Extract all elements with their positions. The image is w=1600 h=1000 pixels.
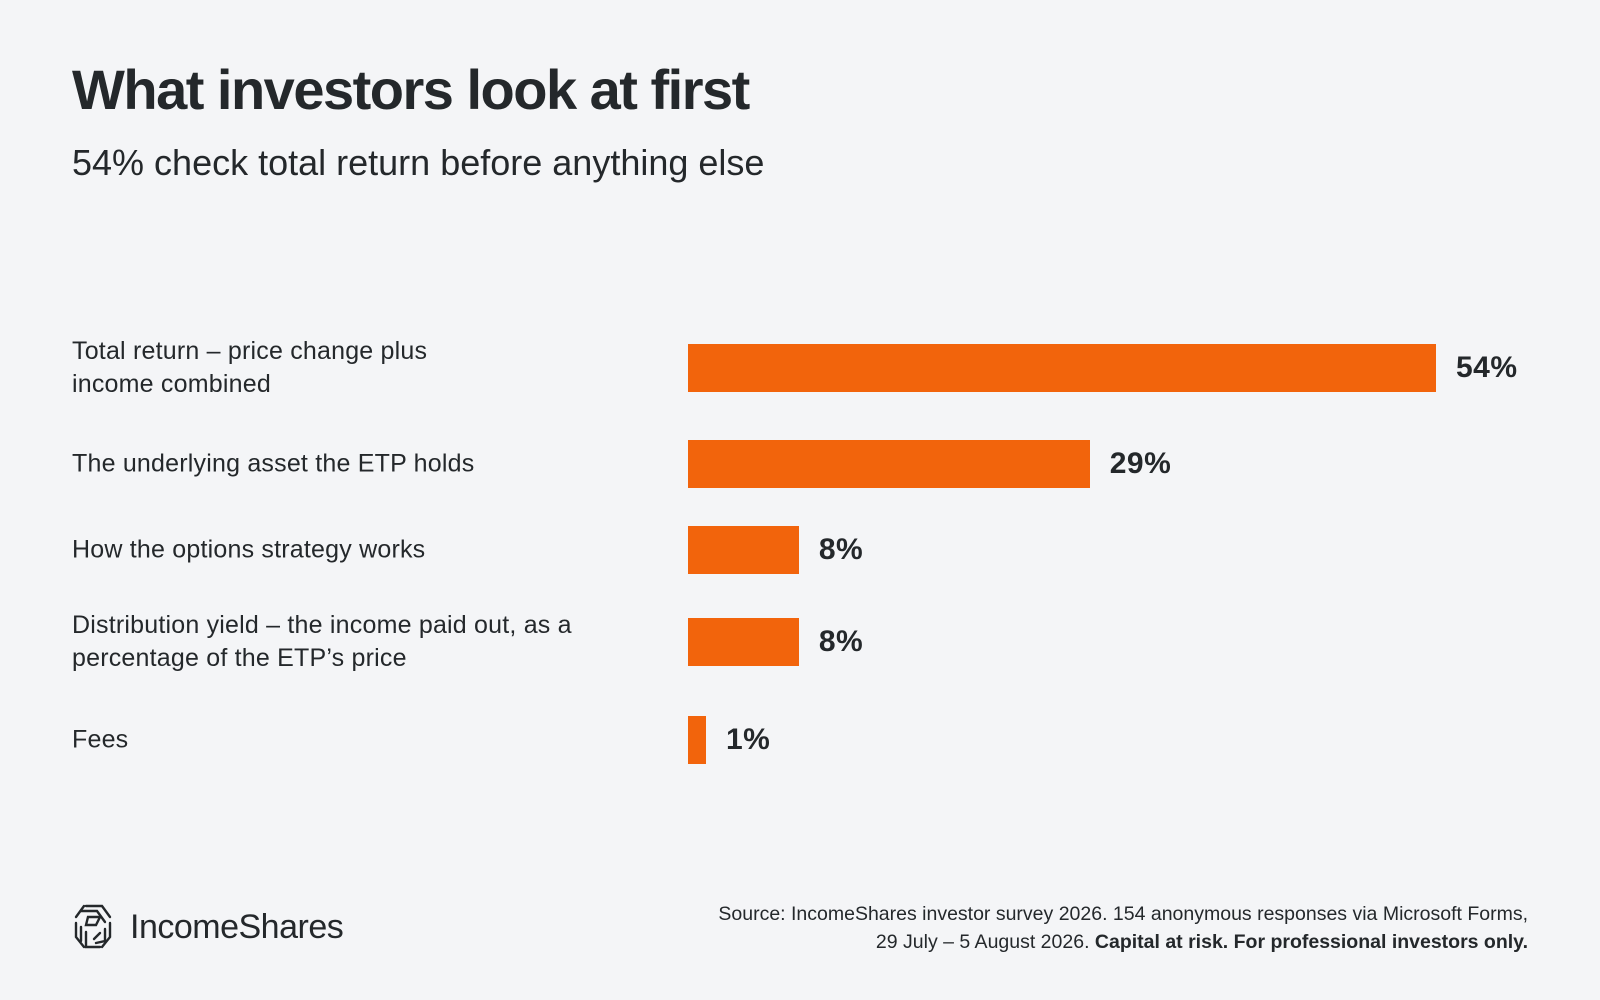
bar [688,526,799,574]
value-label: 8% [818,533,864,566]
category-label: The underlying asset the ETP holds [72,448,632,481]
category-label-line: Distribution yield – the income paid out… [72,611,572,639]
incomeshares-logo-icon [74,904,112,949]
category-label-line: percentage of the ETP’s price [72,644,407,672]
category-label-line: income combined [72,370,271,398]
risk-warning: Capital at risk. For professional invest… [1094,931,1528,953]
category-label-line: The underlying asset the ETP holds [72,449,475,478]
brand-logo: IncomeShares [72,902,344,952]
source-line-1: Source: IncomeShares investor survey 202… [718,903,1528,925]
category-label: Total return – price change plus income c… [72,335,632,401]
source-dates: 29 July – 5 August 2026. [875,931,1090,953]
category-label: Fees [72,724,632,757]
bar [688,344,1436,392]
chart-subtitle: 54% check total return before anything e… [72,142,765,183]
value-label: 54% [1456,351,1518,384]
bar [688,716,706,764]
value-label: 8% [818,625,864,658]
value-label: 1% [726,723,771,756]
chart-title: What investors look at first [72,58,750,121]
category-label-line: Total return – price change plus [72,337,428,365]
source-line-2: 29 July – 5 August 2026. Capital at risk… [668,928,1528,956]
bar [688,618,799,666]
source-note: Source: IncomeShares investor survey 202… [668,900,1528,956]
category-label: Distribution yield – the income paid out… [72,609,632,675]
brand-name: IncomeShares [130,907,344,946]
value-label: 29% [1109,447,1172,480]
category-label-line: How the options strategy works [72,535,426,564]
category-label-line: Fees [72,725,129,754]
category-label: How the options strategy works [72,534,632,567]
bar [688,440,1090,488]
